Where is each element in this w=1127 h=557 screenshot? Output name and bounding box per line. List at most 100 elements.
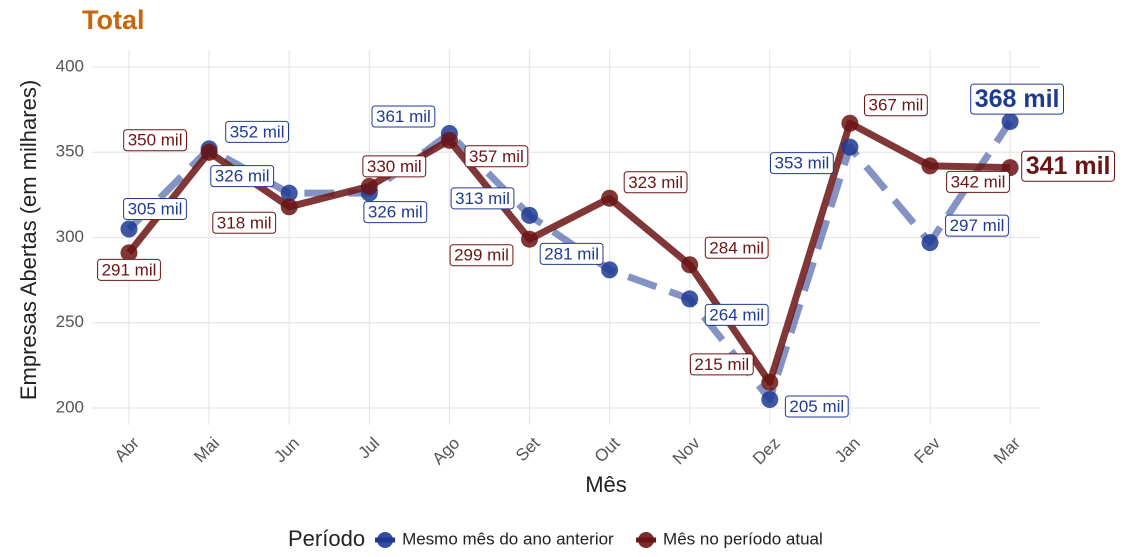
data-label-box [450, 187, 515, 210]
x-tick-label: Jun [270, 434, 303, 467]
data-label-box [449, 244, 514, 267]
data-label: 323 mil [623, 171, 688, 194]
x-tick-label: Fev [911, 433, 945, 467]
x-axis-label: Mês [585, 472, 627, 497]
data-label-box [945, 214, 1009, 237]
y-tick-label: 350 [56, 142, 84, 161]
data-label: 353 mil [769, 152, 834, 175]
data-label: 361 mil [371, 105, 436, 128]
data-label-text: 367 mil [868, 96, 923, 115]
data-label-box [769, 152, 834, 175]
data-label-text: 341 mil [1026, 152, 1111, 180]
data-label-box [123, 197, 187, 220]
data-label-box [863, 94, 928, 117]
data-point [841, 114, 859, 132]
x-tick-label: Mai [190, 434, 223, 467]
y-tick-label: 250 [56, 312, 84, 331]
data-label-text: 297 mil [950, 216, 1005, 235]
data-label: 326 mil [363, 201, 428, 224]
data-label-text: 215 mil [694, 355, 749, 374]
data-point [200, 143, 218, 161]
x-tick-label: Dez [749, 434, 784, 469]
data-label: 367 mil [863, 94, 928, 117]
data-point [921, 157, 939, 175]
data-label-box [363, 201, 428, 224]
data-point [120, 220, 138, 238]
data-label-text: 291 mil [102, 260, 157, 279]
data-label-box [539, 242, 604, 265]
data-label-text: 352 mil [230, 122, 285, 141]
data-label-box [225, 120, 290, 143]
data-label-box [689, 353, 754, 376]
legend-title: Período [288, 526, 365, 551]
data-label-text: 326 mil [368, 203, 423, 222]
data-point [761, 373, 779, 391]
data-label-text: 323 mil [628, 173, 683, 192]
legend-label: Mesmo mês do ano anterior [402, 529, 614, 548]
data-label: 264 mil [704, 303, 769, 326]
data-point [761, 390, 779, 408]
data-label: 352 mil [225, 120, 290, 143]
x-tick-label: Jan [831, 434, 864, 467]
data-label-text: 368 mil [975, 85, 1060, 113]
data-label-text: 318 mil [217, 213, 272, 232]
data-label-text: 281 mil [544, 244, 599, 263]
data-point [360, 177, 378, 195]
data-point [681, 256, 699, 274]
data-label: 215 mil [689, 353, 754, 376]
data-label-text: 313 mil [455, 189, 510, 208]
data-label: 281 mil [539, 242, 604, 265]
x-tick-label: Ago [429, 434, 464, 469]
data-label: 342 mil [946, 170, 1010, 193]
legend-marker [638, 532, 655, 548]
y-tick-label: 300 [56, 227, 84, 246]
data-label: 305 mil [123, 197, 187, 220]
data-label-text: 326 mil [215, 167, 270, 186]
data-point [280, 198, 298, 216]
series-line [126, 119, 1014, 403]
data-label: 326 mil [210, 165, 275, 188]
data-label: 313 mil [450, 187, 515, 210]
data-label-text: 205 mil [789, 397, 844, 416]
data-label-box [704, 236, 769, 259]
chart-title: Total [82, 5, 145, 35]
data-label-text: 330 mil [367, 157, 422, 176]
data-label-text: 361 mil [376, 107, 431, 126]
data-point [921, 234, 939, 252]
data-label-text: 357 mil [469, 147, 524, 166]
data-label-box [362, 155, 427, 178]
data-label: 297 mil [945, 214, 1009, 237]
data-label: 368 mil [970, 83, 1064, 115]
x-tick-label: Abr [111, 433, 143, 465]
data-label: 284 mil [704, 236, 769, 259]
data-label-text: 305 mil [128, 199, 183, 218]
data-label-box [970, 83, 1064, 115]
x-tick-label: Out [591, 433, 624, 466]
data-label-box [123, 129, 188, 152]
x-tick-label: Mar [990, 433, 1024, 467]
legend-marker [377, 532, 394, 548]
data-label-text: 299 mil [454, 246, 509, 265]
data-label-text: 353 mil [774, 154, 829, 173]
data-label: 299 mil [449, 244, 514, 267]
x-tick-label: Set [512, 433, 544, 465]
data-label-text: 350 mil [128, 131, 183, 150]
data-label-box [371, 105, 436, 128]
data-point [280, 184, 298, 202]
data-label-box [97, 258, 161, 281]
series-line [126, 119, 1011, 386]
data-point [601, 189, 619, 207]
data-label-box [704, 303, 769, 326]
data-label-text: 342 mil [951, 172, 1006, 191]
legend-label: Mês no período atual [663, 529, 823, 548]
data-label: 318 mil [212, 211, 277, 234]
y-axis-label: Empresas Abertas (em milhares) [16, 80, 41, 400]
data-label-box [210, 165, 275, 188]
data-label: 350 mil [123, 129, 188, 152]
data-label: 341 mil [1021, 150, 1115, 182]
data-label-box [784, 395, 849, 418]
data-point [601, 261, 619, 279]
data-label: 330 mil [362, 155, 427, 178]
data-label-box [212, 211, 277, 234]
